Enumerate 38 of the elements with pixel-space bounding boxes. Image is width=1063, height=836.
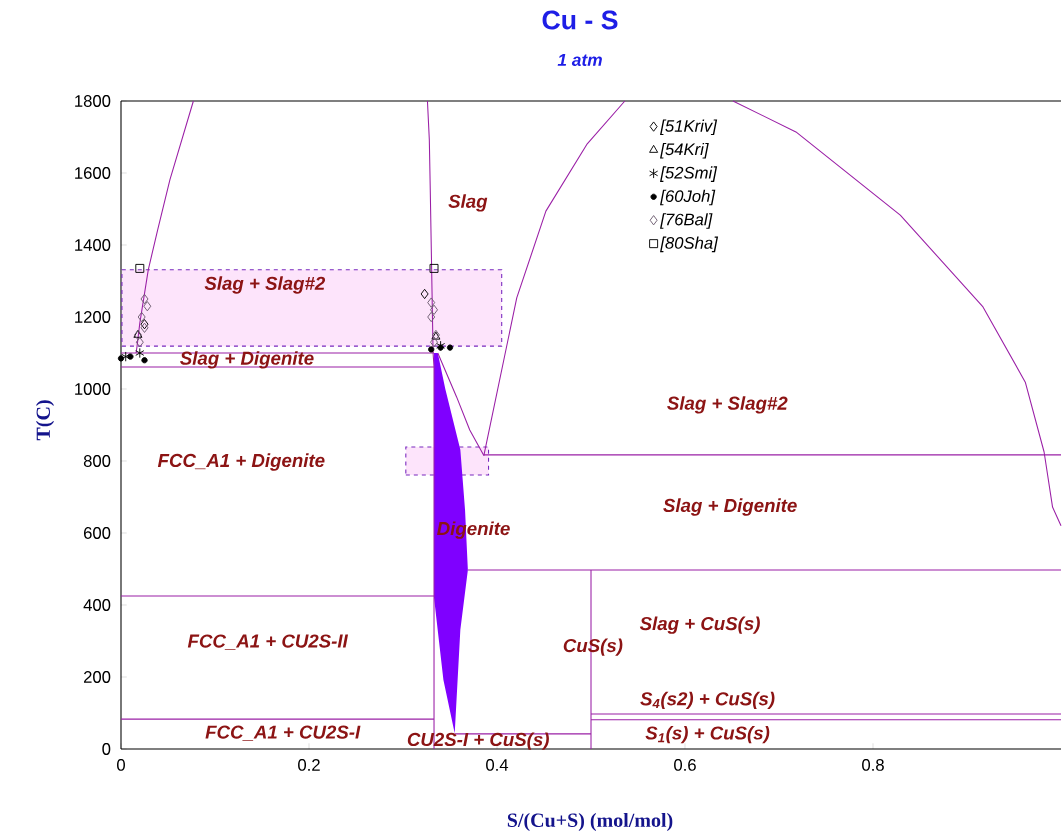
legend-label: [54Kri]: [660, 142, 709, 159]
annotation: FCC_A1 + CU2S-I: [205, 725, 361, 741]
legend-label: [51Kriv]: [660, 119, 718, 136]
y-tick-label: 800: [83, 455, 111, 467]
y-tick-label: 600: [83, 527, 111, 539]
legend-label: [60Joh]: [660, 189, 716, 206]
annotation: CU2S-I + CuS(s): [407, 732, 549, 750]
y-tick-label: 1200: [75, 311, 111, 323]
legend-label: [76Bal]: [660, 213, 713, 229]
x-tick-label: 0.6: [674, 759, 696, 771]
annotation: FCC_A1 + CU2S-II: [187, 634, 349, 650]
annotation: FCC_A1 + Digenite: [157, 453, 325, 471]
x-tick-label: 0.8: [862, 759, 884, 771]
y-tick-label: 1600: [75, 167, 111, 179]
y-tick-label: 1800: [75, 95, 111, 107]
annotation: CuS(s): [563, 638, 623, 656]
chart-title: Cu - S: [542, 10, 618, 30]
y-tick-label: 1400: [75, 239, 111, 251]
y-tick-label: 1000: [75, 383, 111, 395]
legend-label: [80Sha]: [660, 236, 719, 253]
y-tick-label: 0: [102, 743, 111, 755]
legend-label: [52Smi]: [660, 166, 718, 182]
chart-subtitle: 1 atm: [557, 53, 602, 67]
x-axis-title: S/(Cu+S) (mol/mol): [507, 812, 673, 832]
annotation: Slag + Slag#2: [204, 276, 326, 294]
annotation: Slag + Digenite: [180, 351, 314, 369]
annotation: S$_{4}$(s2) + CuS(s): [640, 691, 775, 710]
annotation: Slag: [448, 194, 488, 212]
y-tick-label: 200: [83, 671, 111, 683]
y-axis-title: T(C): [35, 400, 55, 441]
annotation: S$_{1}$(s) + CuS(s): [645, 725, 770, 744]
x-tick-label: 0.4: [486, 759, 509, 771]
annotation: Slag + CuS(s): [639, 616, 760, 634]
annotation: Slag + Slag#2: [667, 396, 788, 414]
x-tick-label: 0: [117, 759, 125, 771]
annotation: Slag + Digenite: [663, 498, 797, 516]
y-tick-label: 400: [83, 599, 111, 611]
x-tick-label: 0.2: [298, 759, 320, 771]
